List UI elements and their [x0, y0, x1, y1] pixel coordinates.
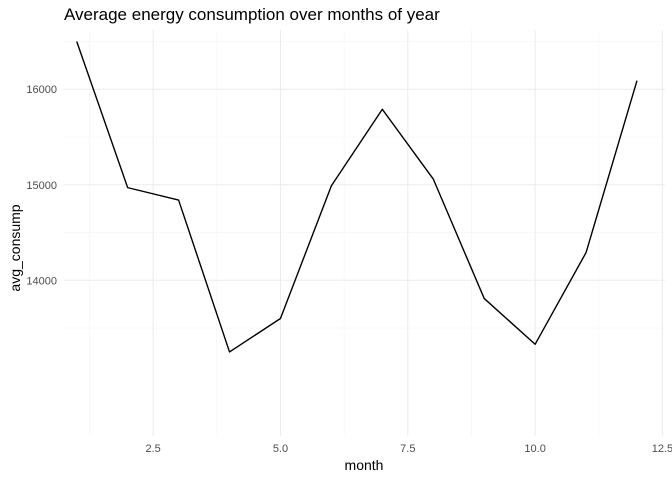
y-tick-label: 14000: [26, 275, 57, 287]
y-axis-title: avg_consump: [7, 204, 23, 291]
x-axis-ticks: 2.5 5.0 7.5 10.0 12.5: [145, 443, 672, 455]
x-tick-label: 10.0: [524, 443, 545, 455]
x-axis-title: month: [345, 457, 384, 473]
y-tick-label: 15000: [26, 180, 57, 192]
gridlines: [64, 30, 665, 436]
x-tick-label: 5.0: [273, 443, 288, 455]
x-tick-label: 12.5: [652, 443, 672, 455]
y-axis-ticks: 14000 15000 16000: [26, 84, 57, 287]
y-tick-label: 16000: [26, 84, 57, 96]
chart-title: Average energy consumption over months o…: [64, 5, 440, 24]
x-tick-label: 7.5: [400, 443, 415, 455]
x-tick-label: 2.5: [145, 443, 160, 455]
data-points: [76, 41, 637, 352]
plot-area: [64, 30, 665, 436]
series-line: [76, 41, 638, 353]
